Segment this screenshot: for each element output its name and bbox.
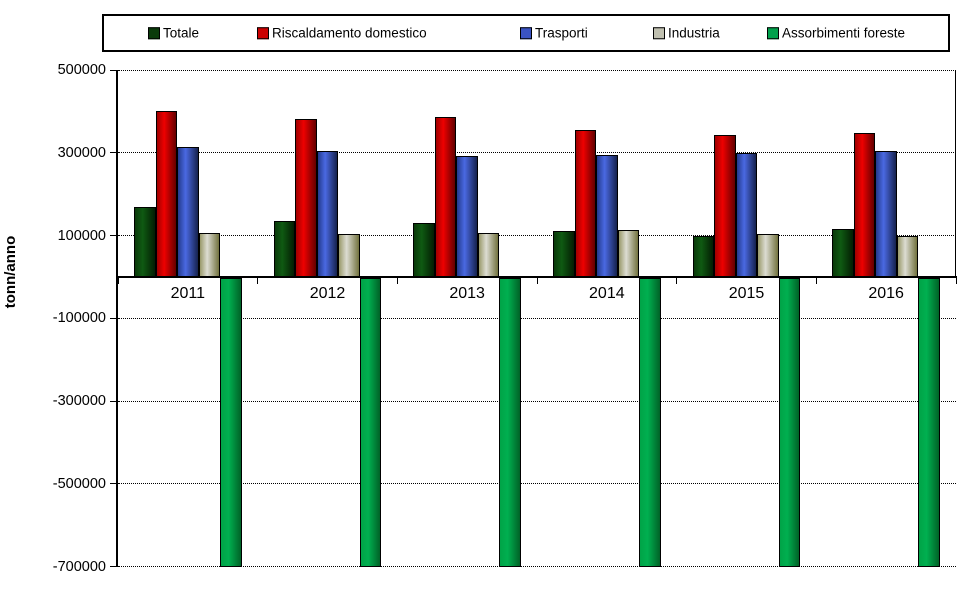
bar-totale-2014: [553, 231, 575, 277]
bar-trasporti-2013: [456, 156, 478, 277]
x-axis-line: [116, 276, 957, 278]
x-category-label: 2012: [309, 285, 346, 302]
x-tick: [815, 278, 817, 284]
bar-industria-2012: [338, 234, 360, 277]
bar-totale-2016: [832, 228, 854, 277]
bar-assorbimenti-foreste-2011: [220, 277, 242, 567]
y-tick-label: 500000: [57, 62, 106, 78]
bar-riscaldamento-domestico-2013: [434, 117, 457, 277]
legend-item: Riscaldamento domestico: [257, 26, 427, 40]
legend-label: Trasporti: [535, 25, 588, 41]
y-axis-title: tonn/anno: [2, 235, 19, 309]
bar-assorbimenti-foreste-2016: [918, 277, 940, 567]
y-tick: [110, 235, 116, 237]
bar-assorbimenti-foreste-2013: [499, 277, 521, 567]
bar-industria-2014: [617, 230, 640, 277]
x-tick: [117, 278, 119, 284]
gridline: [118, 69, 956, 71]
legend-label: Assorbimenti foreste: [782, 25, 906, 41]
y-axis-line: [116, 70, 118, 567]
bar-riscaldamento-domestico-2014: [574, 129, 597, 277]
bar-trasporti-2012: [316, 150, 339, 277]
bar-totale-2013: [413, 222, 435, 277]
legend-label: Totale: [163, 25, 200, 41]
y-tick: [110, 69, 116, 71]
bar-riscaldamento-domestico-2011: [155, 111, 178, 277]
x-category-label: 2013: [449, 285, 485, 302]
legend: Totale Riscaldamento domestico Trasporti In…: [102, 14, 950, 52]
bar-totale-2015: [692, 236, 715, 277]
legend-swatch-icon: [653, 27, 665, 39]
bar-industria-2013: [477, 232, 500, 277]
gridline: [118, 235, 956, 237]
bar-trasporti-2016: [875, 151, 897, 277]
bar-industria-2016: [896, 235, 919, 277]
gridline: [118, 566, 956, 568]
gridline: [118, 152, 956, 154]
bar-totale-2012: [273, 221, 296, 277]
legend-item: Trasporti: [520, 26, 588, 40]
bar-riscaldamento-domestico-2012: [295, 119, 317, 277]
legend-swatch-icon: [767, 27, 779, 39]
bar-trasporti-2011: [177, 147, 199, 277]
gridline: [118, 483, 956, 485]
gridline: [118, 317, 956, 319]
bar-riscaldamento-domestico-2016: [853, 132, 876, 277]
bar-trasporti-2015: [735, 153, 758, 277]
x-category-label: 2015: [728, 285, 765, 302]
bar-assorbimenti-foreste-2014: [639, 277, 661, 567]
x-tick: [396, 278, 398, 284]
legend-label: Riscaldamento domestico: [272, 25, 427, 41]
x-tick: [257, 278, 259, 284]
bar-riscaldamento-domestico-2015: [714, 134, 736, 277]
x-tick: [676, 278, 678, 284]
y-tick-label: -500000: [52, 475, 106, 492]
x-tick: [536, 278, 538, 284]
y-tick: [110, 317, 116, 319]
legend-swatch-icon: [257, 27, 269, 39]
y-tick-label: 300000: [57, 144, 106, 161]
y-tick: [110, 152, 116, 154]
bar-assorbimenti-foreste-2015: [778, 277, 801, 567]
y-tick-label: -100000: [52, 310, 106, 327]
y-tick-label: 100000: [57, 227, 106, 244]
legend-swatch-icon: [520, 27, 532, 39]
y-tick: [110, 400, 116, 402]
bar-assorbimenti-foreste-2012: [359, 277, 382, 567]
x-category-label: 2014: [589, 285, 625, 302]
legend-label: Industria: [668, 25, 720, 41]
y-tick: [110, 566, 116, 568]
legend-item: Assorbimenti foreste: [767, 26, 905, 40]
legend-item: Totale: [148, 26, 199, 40]
legend-swatch-icon: [148, 27, 160, 39]
plot-right-border: [955, 70, 956, 277]
x-tick: [955, 278, 957, 284]
x-category-label: 2016: [868, 285, 904, 302]
y-tick: [110, 483, 116, 485]
bar-totale-2011: [134, 207, 156, 277]
y-tick-label: -700000: [52, 558, 106, 575]
bar-industria-2015: [757, 234, 779, 277]
legend-item: Industria: [653, 26, 720, 40]
bar-trasporti-2014: [596, 154, 618, 277]
x-category-label: 2011: [170, 285, 206, 302]
y-tick-label: -300000: [52, 393, 106, 410]
bar-industria-2011: [198, 233, 221, 277]
gridline: [118, 400, 956, 402]
